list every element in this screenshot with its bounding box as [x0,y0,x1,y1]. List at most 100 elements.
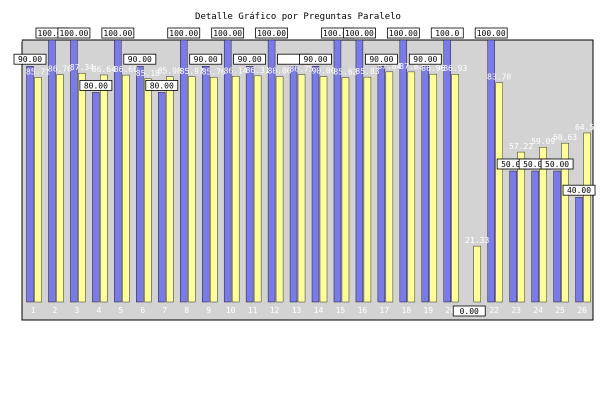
x-tick-label: 26 [577,306,587,315]
bar-series-a [421,65,430,303]
data-label-box [189,53,223,65]
data-label-series-a: 90.00 [303,55,327,64]
data-label-series-b: 90.00 [311,67,335,76]
data-label-series-a: 100.00 [323,29,352,38]
bar-series-b [561,142,569,303]
data-label-series-a: 90.00 [413,55,437,64]
data-label-box [562,184,596,196]
bar-series-a [399,39,408,303]
data-label-series-a: 0.00 [460,307,479,316]
data-label-box [101,27,135,39]
y-axis-ticks: 25 50 75 100 [8,36,23,242]
bar-series-b [341,77,350,303]
bar-series-b [385,71,394,303]
x-tick-label: 12 [270,306,280,315]
bar-series-a [355,39,364,303]
data-label-series-b: 85.62 [333,68,357,77]
data-label-series-b: 85.18 [136,69,160,78]
data-label-series-b: 59.09 [531,137,555,146]
x-tick-label: 7 [162,306,167,315]
data-label-box [145,80,179,91]
bar-series-b [56,74,64,303]
bar-series-b [144,78,152,303]
bar-series-a [553,170,561,303]
bar-series-b [363,76,372,303]
bar-series-a [443,39,451,303]
data-label-series-b: 86.64 [92,65,116,74]
x-tick-label: 25 [555,306,565,315]
data-label-series-a: 90.00 [369,55,393,64]
data-label-series-b: 57.22 [509,142,533,151]
bar-series-b [517,151,525,303]
x-tick-label: 18 [402,306,412,315]
data-label-box [299,53,332,65]
bar-series-a [531,170,539,303]
data-label-series-a: 90.00 [238,55,262,64]
data-label-series-a: 100.0 [435,29,459,38]
data-label-series-b: 86.60 [114,65,138,74]
data-label-box [430,27,464,39]
data-label-box [57,27,91,39]
data-label-series-b: 86.96 [421,64,445,73]
bar-series-a [311,65,320,303]
bar-series-b [583,132,591,303]
bar-series-b [451,74,459,303]
data-label-series-a: 100.00 [59,29,88,38]
data-label-box [540,158,574,170]
bar-series-b [429,73,438,303]
data-label-series-b: 85.83 [355,67,379,76]
bar-series-a [289,65,298,303]
data-label-series-b: 87.84 [377,62,401,71]
data-labels: 85.7190.0086.76100.0087.34100.0086.6480.… [13,27,599,317]
data-label-box [364,53,398,65]
bar-series-a [509,170,517,303]
bar-series-b [34,77,42,303]
x-tick-label: 2 [53,306,58,315]
data-label-series-b: 64.52 [575,123,599,132]
x-tick-label: 16 [358,306,368,315]
data-label-series-b: 85.71 [26,67,50,76]
bar-series-b [188,76,196,303]
x-tick-label: 5 [118,306,123,315]
x-tick-label: 10 [226,306,236,315]
bar-series-a [92,92,100,303]
bar-series-b [209,77,218,303]
bar-series-a [136,65,144,303]
x-tick-label: 20 [445,306,455,315]
x-tick-label: 13 [292,306,302,315]
bar-series-a [201,65,210,303]
bar-series-a [487,39,495,303]
data-label-series-b: 86.75 [289,65,313,74]
data-label-series-a: 90.00 [128,55,152,64]
x-tick-label: 17 [380,306,390,315]
data-label-series-a: 90.00 [18,55,42,64]
data-label-box [167,27,201,39]
data-label-box [474,27,508,39]
x-tick-label: 8 [184,306,189,315]
data-label-series-a: 50.00 [523,160,547,169]
bar-series-a [223,39,232,303]
data-label-series-a: 40.00 [567,186,591,195]
bar-series-a [377,65,386,303]
bar-series-a [70,39,78,303]
data-label-series-b: 60.63 [553,133,577,142]
x-tick-label: 9 [206,306,211,315]
data-label-series-b: 86.76 [48,65,72,74]
y-tick-label: 50 [8,167,18,176]
y-tick-label: 100 [8,36,23,45]
y-tick-label: 75 [8,102,18,111]
bar-series-b [495,82,503,303]
y-tick-label: 25 [8,233,18,242]
x-tick-label: 1 [31,306,36,315]
bar-series-a [245,65,254,303]
bars [26,39,591,303]
x-tick-label: 4 [96,306,101,315]
data-label-box [255,27,288,39]
data-label-series-b: 21.33 [465,236,489,245]
x-tick-label: 14 [314,306,324,315]
bar-series-b [253,75,262,303]
bar-series-a [48,39,56,303]
data-label-box [233,53,267,65]
data-label-box [343,27,376,39]
